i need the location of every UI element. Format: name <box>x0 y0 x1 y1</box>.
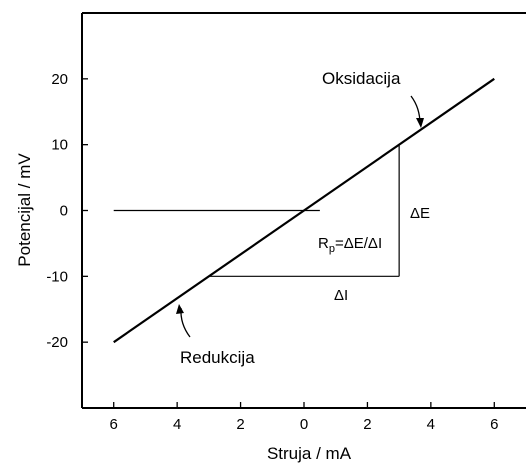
x-tick-label: 4 <box>427 416 435 433</box>
y-tick-label: -20 <box>46 334 68 351</box>
rp-formula: Rp=ΔE/ΔI <box>318 235 382 255</box>
delta-i-label: ΔI <box>334 287 348 304</box>
oxidation-label: Oksidacija <box>322 69 401 88</box>
delta-e-label: ΔE <box>410 205 430 222</box>
y-tick-label: -10 <box>46 268 68 285</box>
oxidation-arrow-head <box>416 118 424 128</box>
series-line <box>113 77 495 344</box>
reduction-arrow-head <box>176 304 184 314</box>
reduction-label: Redukcija <box>180 348 255 367</box>
x-tick-label: 6 <box>110 416 118 433</box>
x-axis-title: Struja / mA <box>267 444 352 463</box>
y-tick-label: 10 <box>51 137 68 154</box>
rp-formula-main: R <box>318 235 329 252</box>
rp-formula-subscript: p <box>329 243 335 255</box>
y-tick-label: 0 <box>60 203 68 220</box>
x-tick-label: 0 <box>300 416 308 433</box>
x-tick-label: 2 <box>363 416 371 433</box>
x-tick-label: 6 <box>490 416 498 433</box>
x-tick-label: 4 <box>173 416 181 433</box>
x-tick-label: 2 <box>236 416 244 433</box>
y-tick-label: 20 <box>51 71 68 88</box>
rp-formula-rest: =ΔE/ΔI <box>335 235 382 252</box>
plot-marks <box>113 77 495 344</box>
y-axis-title: Potencijal / mV <box>15 153 34 267</box>
